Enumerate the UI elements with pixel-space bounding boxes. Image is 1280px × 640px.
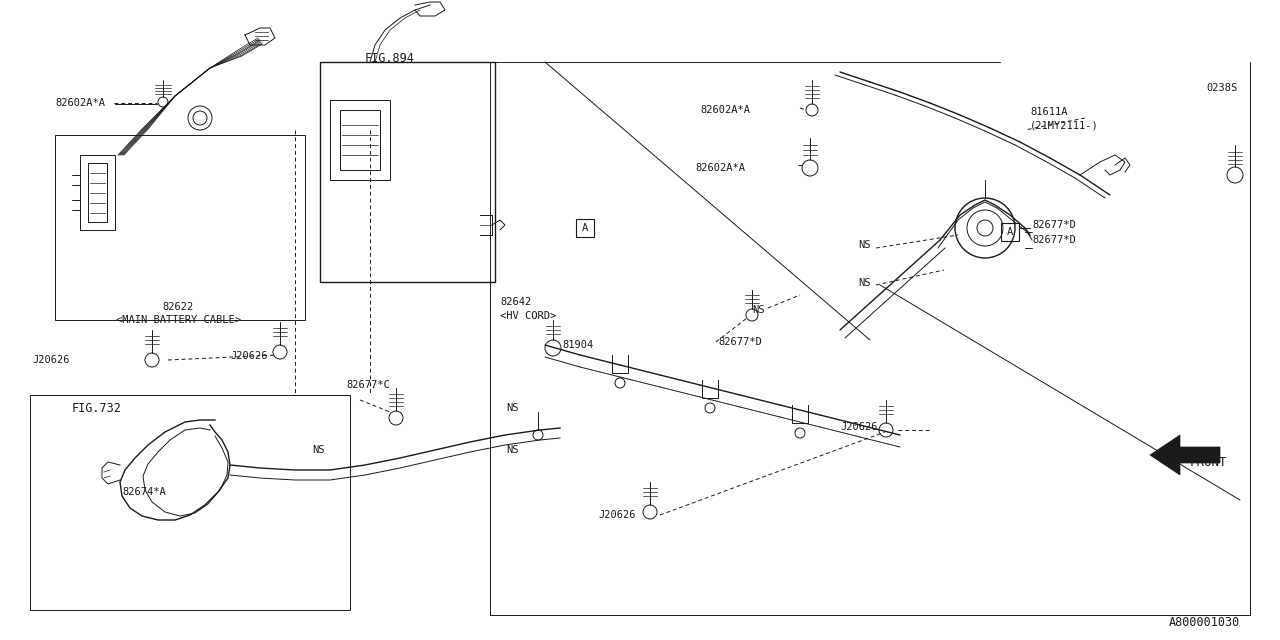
Bar [576, 219, 594, 237]
Text: FRONT: FRONT [1190, 456, 1228, 468]
Text: 81904: 81904 [562, 340, 593, 350]
Text: J20626: J20626 [840, 422, 878, 432]
Polygon shape [1149, 435, 1220, 475]
Text: J20626: J20626 [230, 351, 268, 361]
Text: 82677*D: 82677*D [1032, 220, 1075, 230]
Text: 82677*D: 82677*D [718, 337, 762, 347]
Text: <MAIN BATTERY CABLE>: <MAIN BATTERY CABLE> [115, 315, 241, 325]
Bar [55, 135, 305, 320]
Text: NS: NS [858, 240, 870, 250]
Text: FIG.732: FIG.732 [72, 401, 122, 415]
Text: (21MY2111-): (21MY2111-) [1030, 121, 1098, 131]
Text: 82674*A: 82674*A [122, 487, 165, 497]
Text: 82677*D: 82677*D [1032, 235, 1075, 245]
Text: 82602A*A: 82602A*A [700, 105, 750, 115]
Text: 82642: 82642 [500, 297, 531, 307]
Text: J20626: J20626 [598, 510, 635, 520]
Bar [320, 62, 495, 282]
Text: 82602A*A: 82602A*A [695, 163, 745, 173]
Bar [330, 100, 390, 180]
Text: 0238S: 0238S [1207, 83, 1238, 93]
Text: A: A [1007, 227, 1014, 237]
Text: 81611A: 81611A [1030, 107, 1068, 117]
Text: 82622: 82622 [163, 302, 193, 312]
Text: A: A [582, 223, 588, 233]
Text: J20626: J20626 [32, 355, 69, 365]
Text: FIG.894: FIG.894 [365, 51, 415, 65]
Text: A800001030: A800001030 [1169, 616, 1240, 628]
Text: <HV CORD>: <HV CORD> [500, 311, 557, 321]
Bar [340, 110, 380, 170]
Text: NS: NS [858, 278, 870, 288]
Text: 82602A*A: 82602A*A [55, 98, 105, 108]
Bar [1001, 223, 1019, 241]
Text: NS: NS [506, 445, 518, 455]
Text: NS: NS [753, 305, 764, 315]
Text: 82677*C: 82677*C [346, 380, 389, 390]
Bar [29, 395, 349, 610]
Text: NS: NS [312, 445, 325, 455]
Text: NS: NS [506, 403, 518, 413]
